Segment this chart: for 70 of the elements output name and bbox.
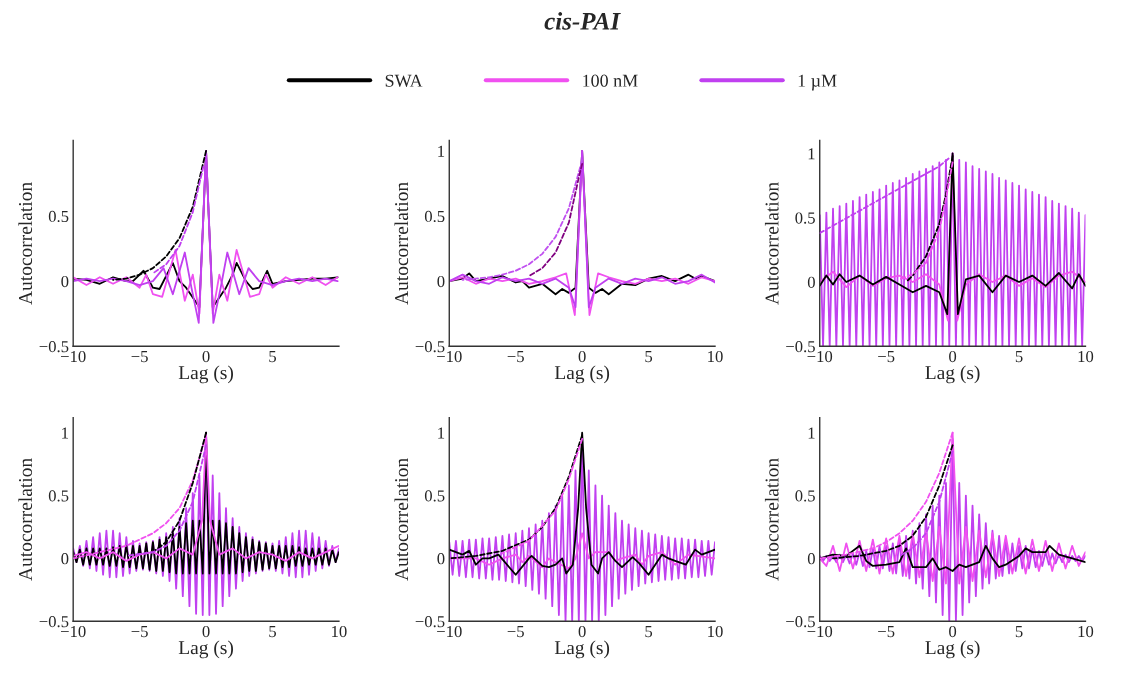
x-tick-label: −5 <box>131 626 148 638</box>
x-tick-label: 5 <box>269 626 277 638</box>
y-tick-label: −0.5 <box>786 615 815 628</box>
x-tick-label: −5 <box>131 351 148 363</box>
x-axis-title: Lag (s) <box>178 640 234 659</box>
y-axis-title: Autocorrelation <box>18 458 33 581</box>
x-tick-label: 0 <box>578 350 586 363</box>
y-tick-label: 0 <box>61 275 69 288</box>
y-tick-label: 1 <box>808 148 815 160</box>
y-tick-label: 0 <box>807 553 815 565</box>
legend-label: 100 nM <box>583 74 638 87</box>
x-tick-label: −10 <box>437 625 462 638</box>
y-tick-label: −0.5 <box>39 615 69 628</box>
y-axis-title: Autocorrelation <box>394 458 409 581</box>
y-tick-label: 0 <box>61 553 69 565</box>
y-tick-label: 0.5 <box>424 490 445 502</box>
y-tick-label: 0.5 <box>48 490 69 502</box>
x-tick-label: −5 <box>507 351 524 363</box>
x-tick-label: 0 <box>949 350 957 363</box>
x-axis-title: Lag (s) <box>554 365 610 384</box>
x-tick-label: −10 <box>437 350 462 363</box>
x-tick-label: 0 <box>949 625 957 638</box>
line-series <box>449 532 716 570</box>
y-tick-label: −0.5 <box>415 340 445 353</box>
x-tick-label: 5 <box>1015 351 1023 363</box>
y-tick-label: 1 <box>438 145 445 157</box>
y-tick-label: 1 <box>62 427 69 439</box>
y-tick-label: 0.5 <box>795 212 815 224</box>
x-tick-label: 0 <box>578 625 586 638</box>
y-axis-title: Autocorrelation <box>764 458 779 581</box>
x-tick-label: 10 <box>708 350 723 363</box>
x-tick-label: 5 <box>1015 626 1023 638</box>
y-axis-title: Autocorrelation <box>764 182 779 305</box>
x-tick-label: −5 <box>507 626 524 638</box>
line-series <box>449 431 716 576</box>
x-tick-label: 10 <box>1078 350 1094 363</box>
x-tick-label: 10 <box>708 625 723 638</box>
x-tick-label: 0 <box>202 350 210 363</box>
y-tick-label: −0.5 <box>39 340 69 353</box>
x-tick-label: 5 <box>645 351 653 363</box>
y-tick-label: 1 <box>438 427 445 439</box>
x-tick-label: −10 <box>60 350 86 363</box>
y-tick-label: 0.5 <box>795 490 815 502</box>
y-tick-label: 0.5 <box>48 210 69 223</box>
y-tick-label: 0 <box>807 276 815 288</box>
x-axis-title: Lag (s) <box>554 640 610 659</box>
legend-label: 1 µM <box>798 74 837 91</box>
x-tick-label: 5 <box>269 351 277 363</box>
y-tick-label: −0.5 <box>786 340 815 353</box>
y-axis-title: Autocorrelation <box>18 182 33 305</box>
x-tick-label: −10 <box>807 350 833 363</box>
y-tick-label: 0 <box>437 553 445 565</box>
x-tick-label: 5 <box>645 626 653 638</box>
x-axis-title: Lag (s) <box>178 365 234 384</box>
x-tick-label: 10 <box>332 625 347 638</box>
legend-label: SWA <box>385 74 423 87</box>
x-tick-label: 0 <box>202 625 210 638</box>
x-axis-title: Lag (s) <box>925 640 980 659</box>
y-tick-label: −0.5 <box>415 615 445 628</box>
y-axis-title: Autocorrelation <box>394 182 409 305</box>
chart-title: cis-PAI <box>544 12 621 30</box>
x-tick-label: −10 <box>807 625 833 638</box>
x-tick-label: −10 <box>60 625 86 638</box>
x-tick-label: 10 <box>1078 625 1094 638</box>
x-axis-title: Lag (s) <box>925 365 980 384</box>
y-tick-label: 0 <box>437 275 445 288</box>
y-tick-label: 1 <box>808 427 815 439</box>
x-tick-label: −5 <box>878 626 895 638</box>
y-tick-label: 0.5 <box>424 210 445 223</box>
x-tick-label: −5 <box>878 351 895 363</box>
